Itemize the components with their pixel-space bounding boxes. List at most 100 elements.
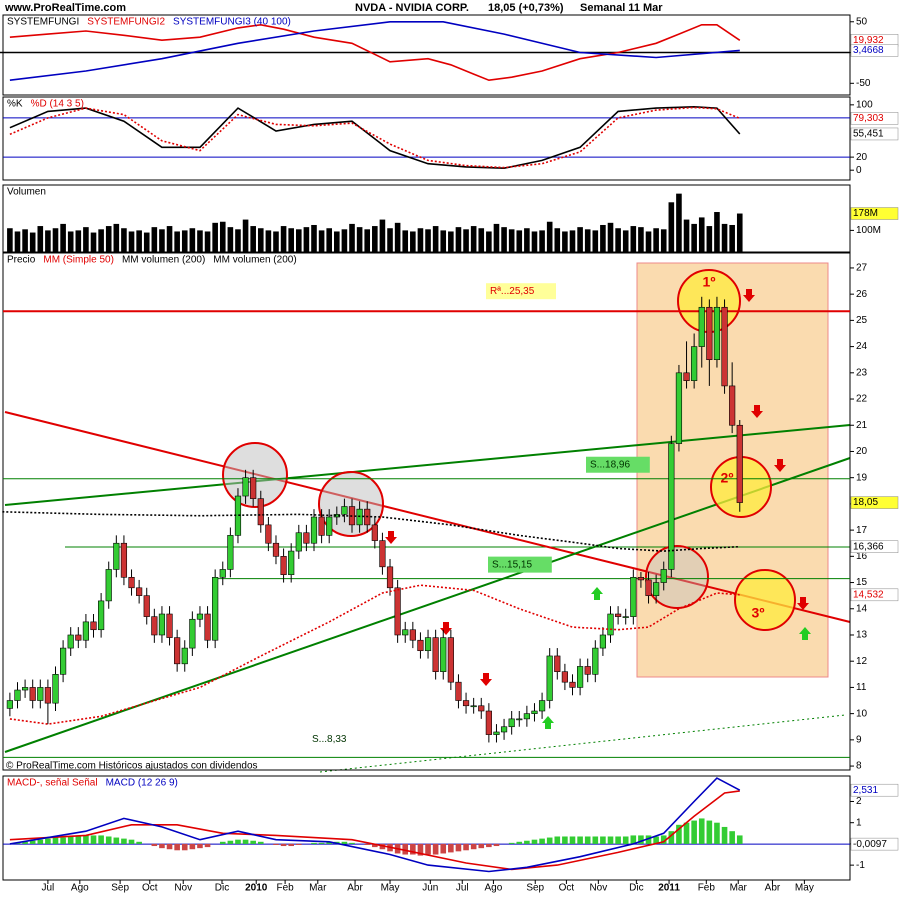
- histogram-bar: [83, 835, 89, 844]
- y-tick-label: 16: [856, 551, 868, 562]
- volume-bar: [212, 222, 218, 252]
- candle-body: [44, 687, 51, 704]
- volume-bar: [478, 228, 485, 252]
- candle-body: [478, 705, 485, 712]
- histogram-bar: [37, 839, 44, 844]
- volume-bar: [250, 226, 256, 252]
- volume-bar: [288, 228, 294, 252]
- volume-bar: [143, 232, 150, 252]
- candle-body: [341, 506, 348, 515]
- x-tick-label: Dic: [215, 883, 229, 894]
- x-tick-label: Sep: [111, 883, 129, 894]
- histogram-bar: [349, 842, 355, 844]
- histogram-bar: [645, 835, 652, 844]
- volume-bar: [539, 230, 545, 252]
- candle-body: [538, 700, 546, 712]
- histogram-bar: [67, 836, 74, 844]
- volume-bar: [334, 231, 340, 252]
- volume-bar: [660, 229, 667, 252]
- volume-bar: [235, 229, 241, 252]
- histogram-bar: [311, 842, 317, 844]
- candle-body: [6, 700, 13, 709]
- histogram-bar: [273, 843, 279, 845]
- volume-bar: [402, 230, 409, 252]
- y-tick-label: 20: [856, 446, 868, 457]
- x-tick-label: May: [795, 883, 814, 894]
- candle-body: [592, 647, 599, 675]
- histogram-bar: [105, 836, 112, 844]
- candle-body: [82, 621, 90, 641]
- volume-bar: [204, 231, 211, 252]
- legend-entry: Volumen: [7, 187, 46, 198]
- legend-entry: %D (14 3 5): [31, 99, 84, 110]
- volume-bar: [159, 229, 165, 252]
- site-name: www.ProRealTime.com: [4, 2, 126, 14]
- last-value-label: 79,303: [853, 113, 884, 124]
- level-label-box: [486, 283, 556, 300]
- y-tick-label: -50: [856, 78, 871, 89]
- volume-bar: [242, 219, 249, 252]
- volume-bar: [151, 227, 158, 252]
- candle-body: [569, 681, 576, 688]
- histogram-bar: [250, 840, 256, 844]
- histogram-bar: [539, 838, 545, 844]
- histogram-bar: [440, 843, 447, 854]
- volume-bar: [615, 228, 621, 252]
- x-tick-label: Jul: [456, 883, 469, 894]
- histogram-bar: [698, 818, 705, 844]
- volume-bar: [417, 228, 424, 252]
- last-value-label: 3,4668: [853, 45, 884, 56]
- volume-bar: [546, 221, 553, 252]
- candle-body: [288, 550, 295, 575]
- candle-body: [326, 516, 333, 536]
- histogram-bar: [562, 836, 568, 844]
- histogram-bar: [60, 837, 66, 844]
- last-value-label: 2,531: [853, 785, 878, 796]
- candle-body: [21, 687, 29, 691]
- y-tick-label: 14: [856, 603, 868, 614]
- candle-body: [660, 569, 667, 583]
- volume-bar: [273, 231, 279, 252]
- candle-body: [29, 687, 36, 701]
- volume-bar: [341, 229, 348, 252]
- candle-body: [113, 542, 120, 570]
- histogram-bar: [584, 836, 591, 844]
- candle-body: [204, 613, 211, 641]
- candle-body: [637, 577, 645, 581]
- x-tick-label: 2011: [658, 883, 680, 894]
- annotation: 2º: [721, 470, 734, 486]
- legend-entry: SYSTEMFUNGI2: [87, 17, 165, 28]
- legend-entry: Precio: [7, 255, 36, 266]
- volume-bar: [455, 227, 462, 252]
- candle-body: [470, 705, 477, 708]
- volume-bar: [349, 223, 355, 252]
- histogram-bar: [295, 843, 302, 845]
- volume-bar: [729, 224, 735, 252]
- period: Semanal 11 Mar: [580, 2, 663, 14]
- volume-bar: [721, 223, 728, 252]
- candle-body: [561, 671, 568, 683]
- histogram-bar: [151, 843, 158, 847]
- volume-bar: [280, 226, 287, 252]
- histogram-bar: [524, 840, 530, 844]
- series-line: [9, 106, 741, 169]
- histogram-bar: [372, 843, 378, 848]
- volume-bar: [219, 221, 226, 252]
- panel-frame: [2, 14, 851, 96]
- volume-bar: [508, 229, 515, 252]
- candle-body: [630, 577, 637, 617]
- candle-body: [98, 600, 105, 631]
- candle-body: [402, 629, 409, 636]
- candle-body: [52, 674, 59, 704]
- volume-bar: [121, 228, 127, 252]
- candle-body: [729, 385, 736, 426]
- series-line: [9, 105, 741, 170]
- candle-body: [713, 306, 721, 361]
- last-value-label: 16,366: [853, 541, 884, 552]
- volume-bar: [531, 231, 538, 252]
- volume-bar: [493, 223, 500, 252]
- volume-bar: [668, 202, 675, 252]
- x-tick-label: Feb: [698, 883, 716, 894]
- histogram-bar: [318, 842, 325, 844]
- histogram-bar: [516, 841, 523, 844]
